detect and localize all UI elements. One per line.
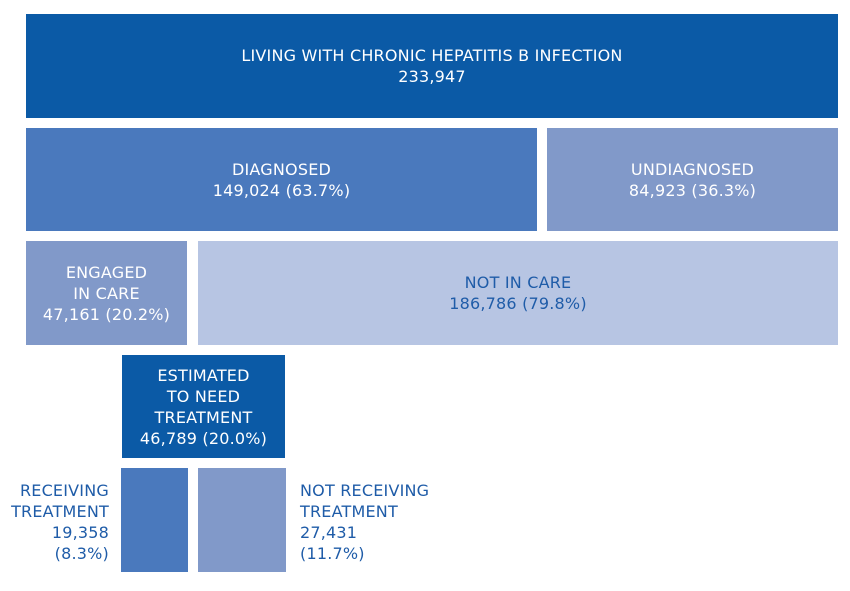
- estimated-need-treatment-box: ESTIMATED TO NEED TREATMENT 46,789 (20.0…: [122, 355, 285, 458]
- receiving-treatment-box: [121, 468, 188, 572]
- undiagnosed-value: 84,923 (36.3%): [628, 180, 757, 200]
- need-treatment-title-line1: ESTIMATED: [157, 365, 250, 385]
- need-treatment-value: 46,789 (20.0%): [139, 428, 268, 448]
- receiving-treatment-title-line2: TREATMENT: [11, 502, 109, 521]
- total-infected-title: LIVING WITH CHRONIC HEPATITIS B INFECTIO…: [241, 46, 623, 65]
- total-infected-box: LIVING WITH CHRONIC HEPATITIS B INFECTIO…: [26, 14, 838, 118]
- receiving-treatment-count: 19,358: [51, 523, 109, 542]
- engaged-in-care-box: ENGAGED IN CARE 47,161 (20.2%): [26, 241, 187, 345]
- diagnosed-box: DIAGNOSED 149,024 (63.7%): [26, 128, 537, 231]
- not-receiving-treatment-box: [198, 468, 286, 572]
- not-receiving-treatment-title-line1: NOT RECEIVING: [300, 481, 430, 500]
- not-in-care-value: 186,786 (79.8%): [449, 294, 587, 313]
- not-in-care-box: NOT IN CARE 186,786 (79.8%): [198, 241, 838, 345]
- need-treatment-title-line2: TO NEED: [166, 386, 241, 406]
- not-receiving-treatment-label: NOT RECEIVING TREATMENT 27,431 (11.7%): [300, 480, 460, 564]
- total-infected-value: 233,947: [398, 67, 466, 86]
- not-receiving-treatment-percent: (11.7%): [300, 544, 365, 563]
- need-treatment-title-line3: TREATMENT: [154, 407, 253, 427]
- undiagnosed-box: UNDIAGNOSED 84,923 (36.3%): [547, 128, 838, 231]
- not-in-care-title: NOT IN CARE: [464, 273, 572, 292]
- engaged-in-care-title-line2: IN CARE: [73, 283, 140, 303]
- diagnosed-title: DIAGNOSED: [231, 159, 332, 179]
- not-receiving-treatment-title-line2: TREATMENT: [300, 502, 398, 521]
- not-receiving-treatment-count: 27,431: [300, 523, 358, 542]
- receiving-treatment-percent: (8.3%): [54, 544, 109, 563]
- undiagnosed-title: UNDIAGNOSED: [630, 159, 755, 179]
- engaged-in-care-title-line1: ENGAGED: [65, 262, 148, 282]
- diagnosed-value: 149,024 (63.7%): [212, 180, 351, 200]
- receiving-treatment-label: RECEIVING TREATMENT 19,358 (8.3%): [2, 480, 109, 564]
- receiving-treatment-title-line1: RECEIVING: [19, 481, 109, 500]
- engaged-in-care-value: 47,161 (20.2%): [42, 304, 171, 324]
